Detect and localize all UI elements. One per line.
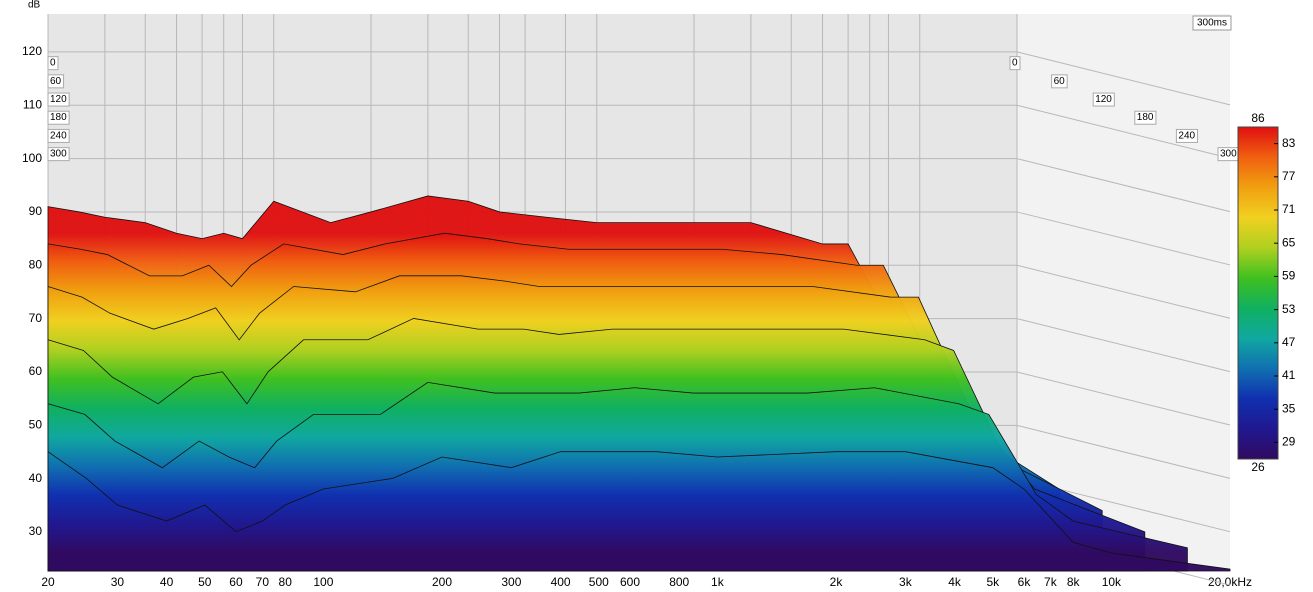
x-tick-label: 4k bbox=[948, 575, 962, 589]
grid-line bbox=[48, 51, 1231, 106]
time-tick-box bbox=[47, 110, 70, 125]
colorbar-tick-label: 65 bbox=[1282, 235, 1296, 249]
colorbar-tick-label: 41 bbox=[1282, 368, 1296, 382]
time-tick-label: 120 bbox=[50, 94, 67, 105]
colorbar-tick-label: 47 bbox=[1282, 335, 1296, 349]
colorbar-tick-label: 29 bbox=[1282, 435, 1296, 449]
colorbar-max-label: 86 bbox=[1251, 111, 1265, 125]
time-tick-box bbox=[1092, 92, 1115, 107]
y-tick-label: 110 bbox=[23, 97, 42, 111]
y-tick-label: 60 bbox=[29, 364, 43, 378]
time-tick-label: 240 bbox=[50, 130, 67, 141]
x-tick-label: 6k bbox=[1018, 575, 1032, 589]
x-tick-label: 200 bbox=[432, 575, 452, 589]
x-tick-label: 800 bbox=[669, 575, 689, 589]
time-tick-label: 180 bbox=[1137, 112, 1154, 123]
time-tick-label: 240 bbox=[1178, 130, 1195, 141]
y-tick-label: 120 bbox=[22, 44, 42, 58]
x-tick-label: 8k bbox=[1067, 575, 1081, 589]
colorbar-tick-label: 83 bbox=[1282, 136, 1296, 150]
side-plane bbox=[1017, 14, 1230, 571]
x-tick-label: 60 bbox=[229, 575, 243, 589]
y-tick-label: 80 bbox=[29, 257, 43, 271]
time-tick-box bbox=[1134, 110, 1157, 125]
x-tick-label: 50 bbox=[198, 575, 212, 589]
x-tick-label: 20,0kHz bbox=[1208, 575, 1252, 589]
time-tick-label: 300 bbox=[1220, 149, 1237, 160]
x-tick-label: 20 bbox=[41, 575, 55, 589]
waterfall-slice bbox=[47, 450, 1231, 572]
time-tick-label: 0 bbox=[50, 58, 56, 69]
x-tick-label: 300 bbox=[501, 575, 521, 589]
colorbar-tick-label: 77 bbox=[1282, 169, 1296, 183]
x-tick-label: 3k bbox=[899, 575, 913, 589]
x-tick-label: 400 bbox=[551, 575, 571, 589]
x-tick-label: 500 bbox=[589, 575, 609, 589]
time-label: 300ms bbox=[1197, 18, 1227, 29]
time-tick-label: 60 bbox=[50, 76, 62, 87]
time-tick-box bbox=[1175, 128, 1199, 143]
time-tick-box bbox=[47, 56, 59, 71]
colorbar-tick-label: 71 bbox=[1282, 202, 1296, 216]
time-tick-box bbox=[47, 128, 70, 143]
time-tick-box bbox=[47, 74, 65, 89]
time-tick-label: 120 bbox=[1095, 94, 1112, 105]
grid-line bbox=[48, 104, 1231, 159]
grid-line bbox=[48, 158, 1231, 213]
y-axis-label: dB bbox=[28, 0, 41, 11]
y-tick-label: 50 bbox=[29, 418, 43, 432]
x-tick-label: 100 bbox=[313, 575, 333, 589]
x-tick-label: 7k bbox=[1044, 575, 1058, 589]
x-tick-label: 600 bbox=[620, 575, 640, 589]
colorbar-min-label: 26 bbox=[1251, 460, 1265, 474]
time-tick-label: 300 bbox=[50, 149, 67, 160]
time-tick-box bbox=[1009, 56, 1021, 71]
time-tick-box bbox=[47, 147, 70, 162]
y-tick-label: 40 bbox=[29, 471, 43, 485]
time-tick-label: 0 bbox=[1012, 58, 1018, 69]
y-tick-label: 70 bbox=[29, 311, 43, 325]
x-tick-label: 70 bbox=[256, 575, 270, 589]
time-tick-label: 60 bbox=[1054, 76, 1066, 87]
x-tick-label: 2k bbox=[830, 575, 844, 589]
time-tick-box bbox=[1051, 74, 1068, 89]
time-tick-box bbox=[47, 92, 70, 107]
time-label-box bbox=[1192, 15, 1232, 31]
colorbar bbox=[1237, 126, 1279, 460]
x-tick-label: 5k bbox=[986, 575, 1000, 589]
colorbar-tick-label: 53 bbox=[1282, 302, 1296, 316]
y-tick-label: 100 bbox=[22, 151, 42, 165]
x-tick-label: 40 bbox=[160, 575, 174, 589]
time-tick-label: 180 bbox=[50, 112, 67, 123]
y-tick-label: 30 bbox=[29, 524, 43, 538]
x-tick-label: 80 bbox=[279, 575, 293, 589]
x-tick-label: 10k bbox=[1102, 575, 1122, 589]
x-tick-label: 30 bbox=[111, 575, 125, 589]
colorbar-tick-label: 35 bbox=[1282, 401, 1296, 415]
colorbar-tick-label: 59 bbox=[1282, 269, 1296, 283]
y-tick-label: 90 bbox=[29, 204, 43, 218]
x-tick-label: 1k bbox=[711, 575, 725, 589]
